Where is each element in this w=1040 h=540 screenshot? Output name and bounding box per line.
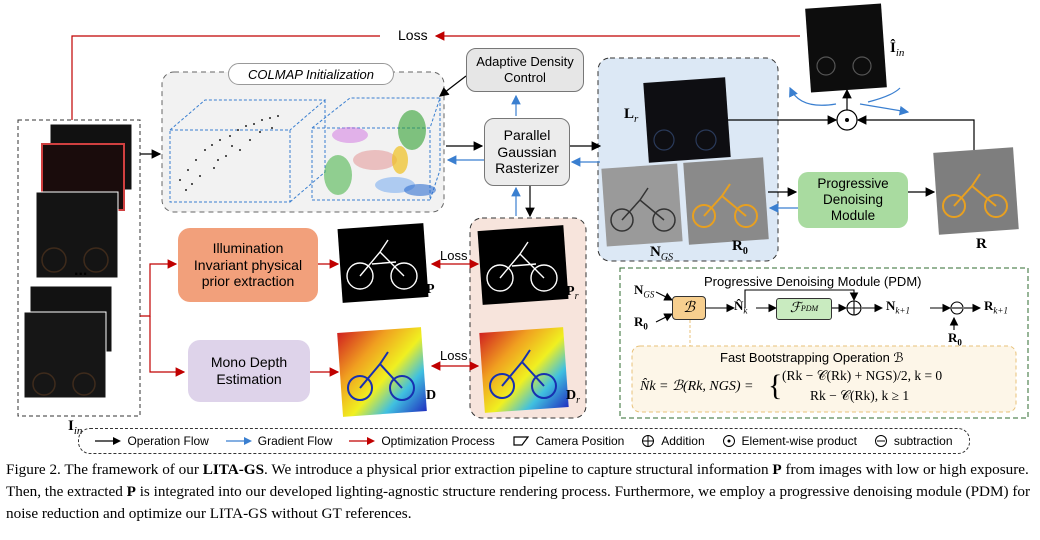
black-arrow-icon xyxy=(95,437,122,445)
legend-optimization: Optimization Process xyxy=(349,434,495,448)
legend-operation-flow: Operation Flow xyxy=(95,434,209,448)
ihat-grad-right xyxy=(859,103,910,116)
ihat-image xyxy=(805,3,887,93)
pdm-nk1: Nk+1 xyxy=(886,298,910,316)
loss-top-label: Loss xyxy=(398,27,428,43)
pdm-f-operator: ℱ PDM xyxy=(776,298,832,320)
pdm-b-operator: ℬ xyxy=(672,296,706,320)
r-to-odot xyxy=(856,115,975,150)
pdm-title: Progressive Denoising Module (PDM) xyxy=(704,274,922,289)
ihat-grad-down xyxy=(867,87,901,103)
ngs-image xyxy=(601,163,683,247)
label-pr: Pr xyxy=(566,284,579,302)
red-arrow-icon xyxy=(349,437,376,445)
adc-to-colmap-grad xyxy=(439,75,467,97)
dr-image xyxy=(479,327,569,413)
stack-dots: ... xyxy=(74,262,88,279)
input-panel xyxy=(17,119,141,417)
progressive-denoising-box: Progressive Denoising Module xyxy=(798,172,908,228)
blue-arrow-icon xyxy=(225,437,252,445)
bootstrap-brace: { xyxy=(768,369,783,402)
pdm-arrows xyxy=(655,289,982,330)
legend-subtraction: subtraction xyxy=(874,434,953,448)
pdm-r0-bottom: R0 xyxy=(948,330,962,348)
bootstrap-title: Fast Bootstrapping Operation ℬ xyxy=(720,350,904,365)
label-r0: R0 xyxy=(732,238,748,257)
mono-depth-box: Mono Depth Estimation xyxy=(188,340,310,402)
red-branch-2 xyxy=(149,316,186,377)
r0-image xyxy=(683,157,769,245)
legend-elementwise: Element-wise product xyxy=(722,434,857,448)
point-cloud xyxy=(179,115,279,191)
input-bike-hint xyxy=(32,247,109,396)
label-i-in: Iin xyxy=(68,418,83,437)
label-dr: Dr xyxy=(566,388,581,406)
gaussian-cube xyxy=(311,97,441,201)
input-image-stack xyxy=(23,123,133,399)
label-r: R xyxy=(976,236,987,252)
oplus-icon xyxy=(642,435,655,447)
pdm-input-ngs: NGS xyxy=(634,282,655,300)
bootstrap-eq-lhs: N̂k = ℬ(Rk, NGS) = xyxy=(640,379,754,394)
figure-caption: Figure 2. The framework of our LITA-GS. … xyxy=(6,461,1031,522)
legend: Operation Flow Gradient Flow Optimizatio… xyxy=(78,428,970,454)
pdm-input-r0: R0 xyxy=(634,314,648,332)
gaussian-rasterizer-box: Parallel Gaussian Rasterizer xyxy=(484,118,570,186)
loss-d-label: Loss xyxy=(440,348,468,363)
pdm-rk1: Rk+1 xyxy=(984,298,1008,316)
bootstrap-eq-case2: Rk − 𝒞(Rk), k ≥ 1 xyxy=(810,388,910,403)
diagram-canvas xyxy=(17,3,1029,419)
colmap-title: COLMAP Initialization xyxy=(228,63,394,85)
loss-top-line xyxy=(71,35,380,120)
label-ngs: NGS xyxy=(650,244,674,263)
r-image xyxy=(933,147,1019,235)
bootstrap-panel xyxy=(631,345,1017,413)
illumination-prior-box: Illumination Invariant physical prior ex… xyxy=(178,228,318,302)
label-d: D xyxy=(426,388,437,403)
label-lr: Lr xyxy=(624,106,639,125)
legend-gradient-flow: Gradient Flow xyxy=(225,434,332,448)
bootstrap-eq-case1: (Rk − 𝒞(Rk) + NGS)/2, k = 0 xyxy=(782,368,943,383)
pdm-nk: N̂k xyxy=(734,298,748,316)
legend-camera: Camera Position xyxy=(512,434,624,448)
odot-legend-icon xyxy=(722,435,735,447)
red-branch xyxy=(140,259,178,317)
adaptive-density-control-box: Adaptive Density Control xyxy=(466,48,584,92)
d-image xyxy=(337,327,427,417)
label-p: P xyxy=(426,282,435,297)
camera-icon xyxy=(513,436,529,446)
ihat-grad-left xyxy=(789,86,837,106)
label-i-hat: Îin xyxy=(890,40,905,59)
legend-addition: Addition xyxy=(641,434,705,448)
gaussian-blobs xyxy=(324,110,436,196)
lr-image xyxy=(643,77,731,163)
ominus-icon xyxy=(874,435,887,447)
loss-p-label: Loss xyxy=(440,248,468,263)
